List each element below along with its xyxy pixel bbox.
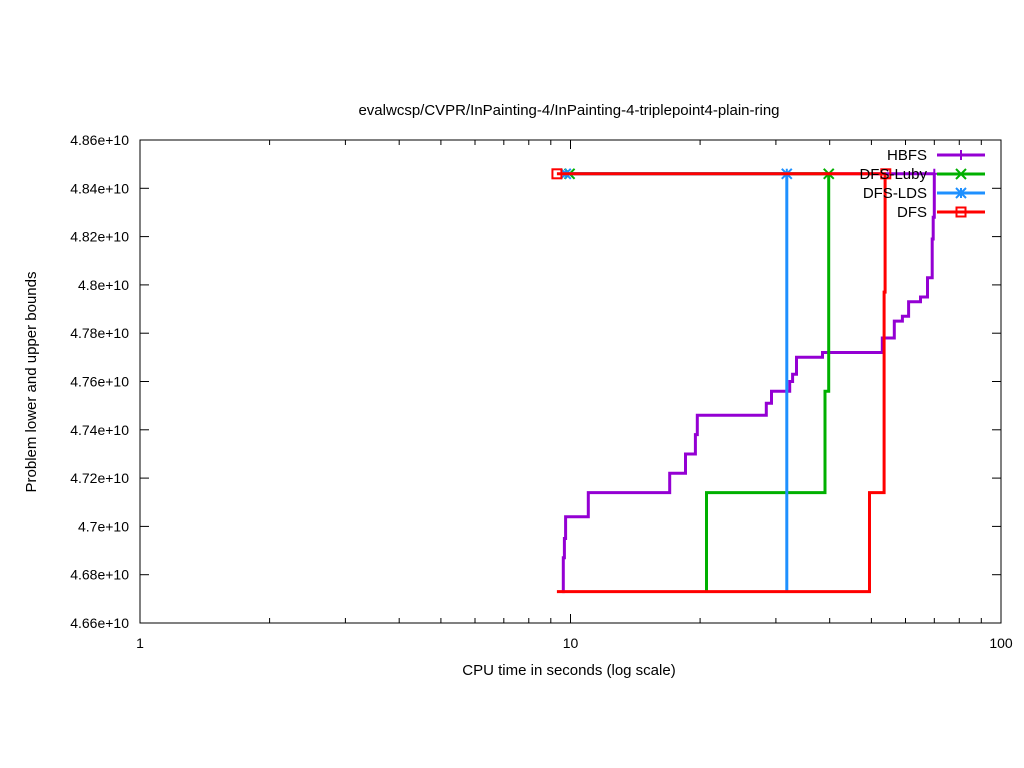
x-tick-label: 100 [989, 635, 1013, 651]
y-tick-label: 4.66e+10 [70, 615, 129, 631]
y-tick-label: 4.76e+10 [70, 374, 129, 390]
y-axis: 4.66e+10 4.68e+10 4.7e+10 4.72e+10 4.74e+10 4… [70, 132, 129, 631]
marker-plus [956, 150, 966, 160]
marker-star [955, 187, 967, 199]
y-tick-label: 4.82e+10 [70, 229, 129, 245]
series-dfs [551, 168, 892, 594]
chart-title: evalwcsp/CVPR/InPainting-4/InPainting-4-… [358, 102, 779, 119]
marker-cross [955, 168, 967, 180]
y-tick-label: 4.86e+10 [70, 132, 129, 148]
lower-bound-line [556, 173, 887, 594]
y-tick-label: 4.84e+10 [70, 180, 129, 196]
lower-bound-line [561, 173, 936, 594]
legend-label: HBFS [887, 147, 927, 164]
x-axis: 1 10 100 [136, 635, 1013, 651]
series-layer [551, 168, 940, 594]
plot-frame [139, 139, 1002, 624]
x-tick-label: 10 [563, 635, 579, 651]
legend-item: DFS-LDS [863, 185, 985, 202]
y-tick-label: 4.78e+10 [70, 325, 129, 341]
marker-square [551, 168, 563, 180]
legend-item: DFS [897, 204, 985, 221]
legend-label: DFS-Luby [859, 166, 927, 183]
legend-label: DFS-LDS [863, 185, 927, 202]
y-tick-label: 4.7e+10 [78, 518, 129, 534]
legend-item: HBFS [887, 147, 985, 164]
marker-square [880, 168, 892, 180]
lower-bound-line [705, 173, 831, 592]
x-axis-label: CPU time in seconds (log scale) [462, 662, 675, 679]
legend: HBFS DFS-Luby DFS-LDS DFS [859, 147, 985, 221]
marker-square [955, 206, 967, 218]
y-tick-label: 4.68e+10 [70, 567, 129, 583]
y-tick-label: 4.74e+10 [70, 422, 129, 438]
y-axis-label: Problem lower and upper bounds [23, 272, 40, 493]
x-tick-label: 1 [136, 635, 144, 651]
legend-item: DFS-Luby [859, 166, 985, 183]
y-tick-label: 4.72e+10 [70, 470, 129, 486]
tick-marks [139, 139, 1002, 624]
y-tick-label: 4.8e+10 [78, 277, 129, 293]
plot-area [139, 139, 1002, 624]
legend-label: DFS [897, 204, 927, 221]
series-dfs-lds [560, 168, 793, 592]
